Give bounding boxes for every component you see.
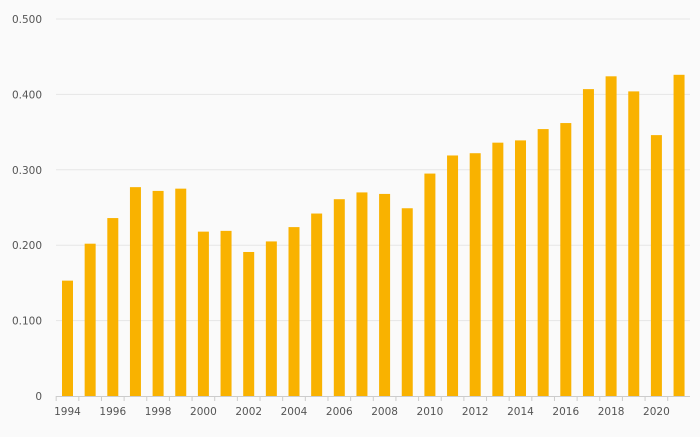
y-tick-label: 0.300	[12, 165, 42, 177]
bar-2010	[424, 173, 436, 396]
bar-2008	[379, 193, 391, 396]
bar-2013	[492, 142, 504, 396]
bar-2000	[197, 231, 209, 396]
x-tick-label: 2014	[507, 406, 534, 418]
x-tick-label: 1998	[145, 406, 172, 418]
x-tick-label: 2008	[371, 406, 398, 418]
gridlines	[56, 18, 690, 322]
bars	[62, 74, 685, 397]
x-tick-label: 2006	[326, 406, 353, 418]
x-tick-label: 2018	[598, 406, 625, 418]
bar-2006	[333, 199, 345, 396]
x-tick-label: 2012	[462, 406, 489, 418]
bar-2011	[447, 155, 459, 396]
x-axis-labels: 1994 1996 1998 2000 2002 2004 2006 2008 2010 2012…	[54, 406, 670, 418]
bar-2014	[515, 140, 526, 396]
bar-2017	[582, 89, 594, 396]
y-tick-label: 0	[35, 391, 42, 403]
bar-2005	[311, 213, 323, 396]
bar-2002	[243, 251, 255, 396]
x-tick-label: 2020	[643, 406, 670, 418]
bar-2020	[650, 135, 662, 396]
bar-2004	[288, 227, 300, 396]
x-tick-label: 1996	[99, 406, 126, 418]
x-tick-label: 1994	[54, 406, 81, 418]
bar-2012	[469, 153, 481, 396]
x-tick-label: 2004	[281, 406, 308, 418]
bar-1999	[175, 188, 187, 396]
bar-1997	[129, 187, 141, 396]
y-tick-label: 0.200	[12, 240, 42, 252]
bar-2001	[220, 230, 232, 396]
bar-2016	[560, 123, 572, 396]
bar-2009	[401, 208, 413, 396]
bar-1995	[84, 243, 96, 396]
y-axis-labels: 0 0.100 0.200 0.300 0.400 0.500	[12, 14, 42, 403]
y-tick-label: 0.400	[12, 89, 42, 101]
bar-1998	[152, 190, 164, 396]
x-tick-label: 2010	[417, 406, 444, 418]
bar-2021	[673, 74, 685, 397]
bar-2018	[605, 76, 617, 396]
bar-1996	[107, 218, 119, 396]
bar-2003	[265, 241, 277, 396]
bar-2019	[628, 91, 640, 396]
bar-2007	[356, 192, 368, 396]
x-tick-label: 2002	[235, 406, 262, 418]
y-tick-label: 0.100	[12, 316, 42, 328]
x-axis	[55, 396, 690, 401]
x-tick-label: 2000	[190, 406, 217, 418]
x-tick-label: 2016	[552, 406, 579, 418]
y-tick-label: 0.500	[12, 14, 42, 26]
bar-2015	[537, 129, 549, 397]
bar-1994	[62, 280, 73, 396]
